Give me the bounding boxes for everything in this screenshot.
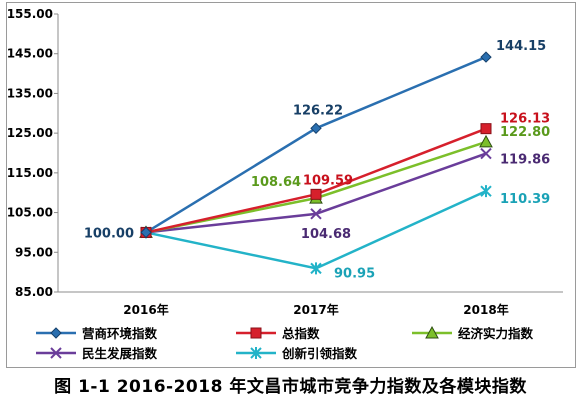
legend-label: 营商环境指数 bbox=[82, 326, 158, 341]
legend-marker bbox=[50, 347, 62, 359]
legend-label: 民生发展指数 bbox=[82, 346, 158, 361]
y-tick-label: 105.00 bbox=[7, 206, 53, 220]
data-point bbox=[310, 188, 322, 200]
data-point bbox=[310, 262, 322, 275]
data-label-start: 100.00 bbox=[84, 226, 134, 241]
data-point bbox=[480, 147, 492, 160]
data-label: 90.95 bbox=[334, 266, 375, 281]
data-point bbox=[479, 134, 493, 148]
y-tick-label: 145.00 bbox=[7, 47, 53, 61]
data-label: 126.22 bbox=[293, 103, 343, 118]
x-tick-label: 2018年 bbox=[463, 302, 508, 317]
x-tick-label: 2017年 bbox=[293, 302, 338, 317]
legend-marker bbox=[425, 325, 439, 339]
data-label: 126.13 bbox=[500, 112, 550, 127]
legend-marker bbox=[250, 347, 262, 359]
data-point bbox=[480, 123, 492, 135]
x-tick-label: 2016年 bbox=[123, 302, 168, 317]
legend-marker bbox=[50, 327, 62, 339]
data-label: 122.80 bbox=[500, 125, 550, 140]
data-point bbox=[140, 226, 152, 239]
data-label: 119.86 bbox=[500, 153, 550, 168]
data-label: 104.68 bbox=[301, 227, 351, 242]
y-tick-label: 135.00 bbox=[7, 86, 53, 100]
series-line bbox=[145, 55, 487, 234]
y-tick-label: 95.00 bbox=[15, 245, 53, 259]
data-point bbox=[480, 51, 492, 63]
figure-caption: 图 1-1 2016-2018 年文昌市城市竞争力指数及各模块指数 bbox=[54, 377, 527, 397]
line-chart: 85.00 95.00 105.00 115.00 125.00 135.00 145.00… bbox=[7, 7, 563, 361]
data-point bbox=[310, 122, 322, 135]
data-label: 108.64 bbox=[251, 175, 301, 190]
legend-label: 创新引领指数 bbox=[281, 346, 358, 361]
data-label: 110.39 bbox=[500, 192, 550, 207]
y-tick-label: 115.00 bbox=[7, 166, 53, 180]
y-tick-label: 125.00 bbox=[7, 126, 53, 140]
legend-label: 经济实力指数 bbox=[458, 326, 534, 341]
data-label: 144.15 bbox=[496, 39, 546, 54]
legend-marker bbox=[250, 327, 262, 339]
data-point bbox=[310, 208, 322, 220]
data-point bbox=[480, 185, 492, 198]
data-label: 109.59 bbox=[303, 173, 353, 188]
y-tick-label: 155.00 bbox=[7, 7, 53, 21]
chart-frame bbox=[6, 2, 576, 368]
y-tick-label: 85.00 bbox=[15, 285, 53, 299]
legend-label: 总指数 bbox=[282, 326, 320, 341]
